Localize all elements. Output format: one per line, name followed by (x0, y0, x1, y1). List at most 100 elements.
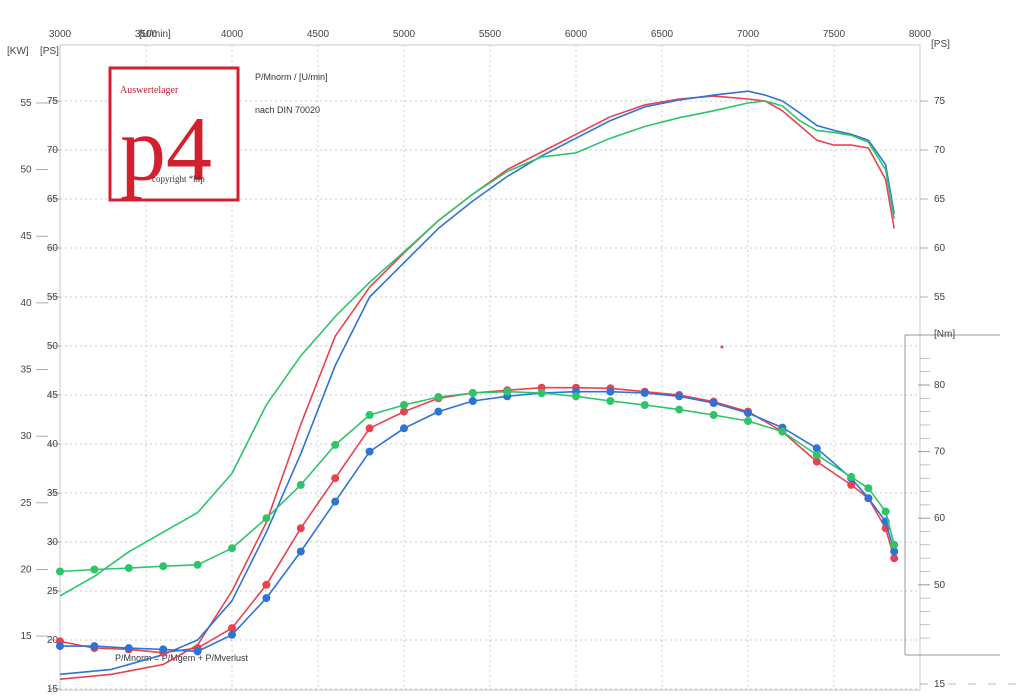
kw-tick-label: 40 (20, 298, 32, 309)
green-torque-point (400, 401, 408, 409)
nm-axis-ticks: 50 60 70 80 (918, 358, 946, 639)
x-tick-label: 6000 (565, 29, 588, 40)
red-torque-point (365, 424, 374, 433)
ps-right-tick-label: 15 (934, 679, 946, 690)
logo-header: Auswertelager (120, 85, 179, 96)
formula-label: P/Mnorm = P/Mgem + P/Mverlust (115, 653, 249, 663)
x-tick-label: 4000 (221, 29, 244, 40)
x-tick-label: 3000 (49, 29, 72, 40)
blue-torque-point (90, 642, 99, 651)
ps-tick-label: 50 (47, 341, 59, 352)
red-torque-point (228, 624, 236, 633)
blue-torque-point (56, 642, 64, 651)
ps-tick-label: 30 (47, 537, 59, 548)
blue-torque-point (228, 630, 236, 639)
ps-tick-label: 75 (47, 96, 59, 107)
green-torque-point (812, 450, 821, 459)
nm-tick-label: 80 (934, 380, 946, 391)
red-torque-point (890, 554, 899, 563)
nm-tick-label: 60 (934, 513, 946, 524)
blue-torque-point (890, 547, 899, 556)
green-torque-point (847, 472, 856, 481)
ps-tick-label: 35 (47, 488, 59, 499)
chart-subtitle: nach DIN 70020 (255, 105, 320, 115)
blue-torque-point (468, 397, 477, 405)
green-torque-point (744, 417, 752, 425)
green-torque-point (537, 389, 546, 397)
green-torque-point (778, 427, 787, 436)
blue-torque-point (331, 497, 340, 506)
green-torque-point (890, 540, 899, 549)
blue-torque-point (864, 494, 873, 503)
green-torque-point (709, 411, 718, 419)
blue-torque-point (812, 444, 821, 453)
ps-tick-label: 45 (47, 390, 59, 401)
ps-tick-label: 40 (47, 439, 59, 450)
kw-axis-ticks: 15 20 25 30 35 40 45 50 55 (20, 98, 48, 642)
green-torque-point (675, 405, 684, 414)
green-torque-curve (59, 390, 895, 573)
ps-tick-label: 70 (47, 145, 59, 156)
x-unit-label: [U/min] (139, 29, 171, 40)
blue-torque-curve (60, 390, 895, 653)
nm-tick-label: 50 (934, 580, 946, 591)
x-axis-ticks: 3000 3500 4000 4500 5000 5500 6000 6500 7000 7500… (49, 29, 932, 40)
x-tick-label: 7500 (823, 29, 846, 40)
green-torque-point (56, 567, 64, 576)
kw-tick-label: 35 (20, 365, 32, 376)
green-torque-point (572, 392, 580, 401)
red-torque-point (331, 474, 340, 483)
kw-tick-label: 50 (20, 165, 32, 176)
red-torque-point (400, 407, 408, 416)
blue-torque-point (709, 399, 718, 407)
series-group (56, 90, 899, 680)
red-torque-point (296, 524, 305, 533)
x-tick-label: 4500 (307, 29, 330, 40)
green-torque-point (262, 514, 271, 523)
green-torque-point (434, 393, 443, 401)
logo-mark: p4 (120, 98, 212, 200)
x-tick-label: 3500 (135, 29, 158, 40)
green-torque-point (640, 401, 649, 409)
blue-torque-point (262, 594, 271, 603)
ps-tick-label: 15 (47, 684, 59, 695)
x-tick-label: 7000 (737, 29, 760, 40)
blue-torque-point (640, 389, 649, 397)
grid (60, 45, 920, 690)
red-torque-point (847, 480, 856, 489)
ps-right-tick-label: 75 (934, 96, 946, 107)
blue-torque-point (296, 547, 305, 556)
logo-copyright: copyright *blp (152, 174, 205, 184)
blue-torque-point (124, 644, 133, 653)
nm-tick-label: 70 (934, 447, 946, 458)
x-tick-label: 8000 (909, 29, 932, 40)
blue-torque-point (365, 447, 374, 456)
logo-frame (108, 66, 240, 202)
green-torque-point (468, 389, 477, 397)
green-torque-point (503, 387, 512, 396)
ps-tick-label: 60 (47, 243, 59, 254)
x-tick-label: 6500 (651, 29, 674, 40)
blue-torque-point (400, 424, 408, 433)
p4-logo: Auswertelager p4 copyright *blp (108, 66, 240, 202)
blue-torque-point (606, 387, 615, 396)
red-torque-point (812, 457, 821, 466)
green-torque-point (881, 507, 890, 516)
stray-dot (720, 345, 724, 349)
ps-tick-label: 55 (47, 292, 59, 303)
red-torque-point (262, 580, 271, 589)
ps-tick-label: 65 (47, 194, 59, 205)
ps-left-unit-label: [PS] (40, 46, 59, 57)
blue-torque-point (675, 392, 684, 401)
kw-tick-label: 55 (20, 98, 32, 109)
ps-tick-label: 20 (47, 635, 59, 646)
ps-right-tick-label: 70 (934, 145, 946, 156)
kw-tick-label: 45 (20, 231, 32, 242)
blue-torque-point (744, 409, 752, 417)
green-torque-point (331, 440, 340, 449)
blue-power-curve (59, 90, 895, 676)
green-torque-point (864, 484, 873, 493)
blue-torque-point (159, 645, 168, 654)
green-torque-point (124, 564, 133, 573)
